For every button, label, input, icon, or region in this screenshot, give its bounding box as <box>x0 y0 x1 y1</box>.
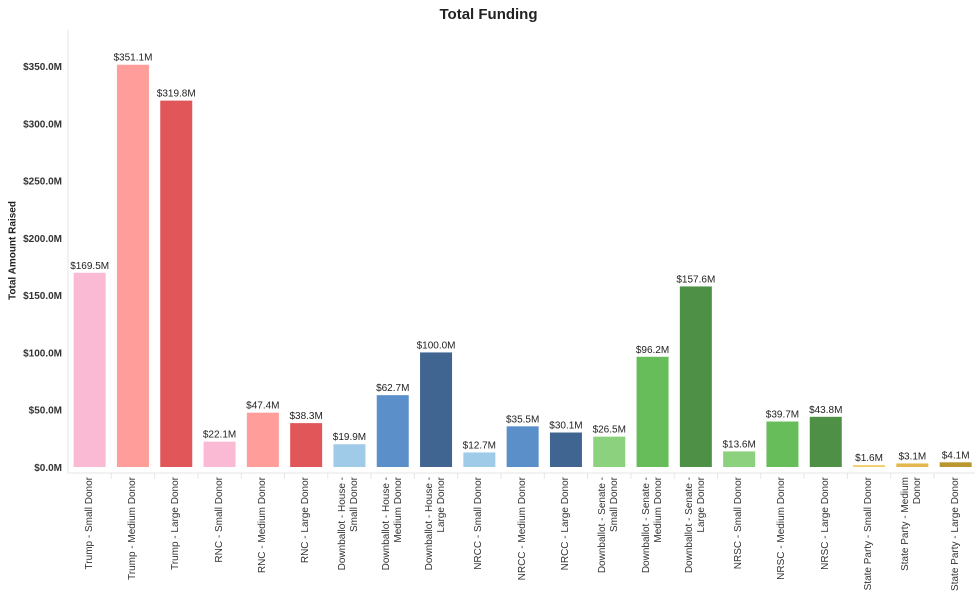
y-tick-label: $350.0M <box>23 62 62 73</box>
x-tick-label: Trump - Large Donor <box>170 477 182 570</box>
x-tick-label: RNC - Medium Donor <box>256 477 268 574</box>
data-label: $38.3M <box>289 411 322 422</box>
data-label: $12.7M <box>463 440 496 451</box>
bar <box>116 64 149 467</box>
x-tick-label: State Party - Large Donor <box>949 477 961 591</box>
x-tick-label: Downballot - Senate - Large Donor <box>683 477 707 574</box>
x-tick-label: Downballot - House - Medium Donor <box>380 477 404 571</box>
data-label: $96.2M <box>636 345 669 356</box>
bar <box>939 462 972 467</box>
x-tick-label: RNC - Small Donor <box>213 477 225 563</box>
bar <box>679 286 712 467</box>
chart-title: Total Funding <box>439 6 538 23</box>
x-tick-label: NRSC - Medium Donor <box>776 477 788 580</box>
x-tick-label: Trump - Small Donor <box>83 477 95 570</box>
data-label: $4.1M <box>942 450 970 461</box>
data-label: $319.8M <box>157 89 196 100</box>
x-tick-label: RNC - Large Donor <box>300 477 312 564</box>
bar <box>376 395 409 467</box>
data-label: $13.6M <box>722 439 755 450</box>
bar <box>896 463 929 467</box>
data-label: $26.5M <box>593 425 626 436</box>
x-tick-label: Downballot - House - Large Donor <box>424 477 448 571</box>
bar <box>290 423 323 467</box>
y-tick-label: $0.0M <box>34 463 62 474</box>
y-tick-label: $150.0M <box>23 291 62 302</box>
bar <box>723 451 756 467</box>
bar <box>593 436 626 467</box>
data-label: $43.8M <box>809 405 842 416</box>
data-label: $35.5M <box>506 414 539 425</box>
x-tick-label: Trump - Medium Donor <box>126 477 138 580</box>
data-label: $22.1M <box>203 430 236 441</box>
data-label: $30.1M <box>549 421 582 432</box>
y-tick-label: $200.0M <box>23 234 62 245</box>
bar <box>506 426 539 467</box>
bar <box>73 272 106 467</box>
y-tick-label: $100.0M <box>23 348 62 359</box>
x-tick-label: NRSC - Small Donor <box>733 477 745 570</box>
y-tick-label: $300.0M <box>23 119 62 130</box>
bar <box>766 421 799 467</box>
x-tick-label: Downballot - House - Small Donor <box>337 477 361 571</box>
bar <box>333 444 366 467</box>
data-label: $1.6M <box>855 453 883 464</box>
bar <box>463 452 496 467</box>
bar <box>203 441 236 467</box>
x-tick-label: Downballot - Senate - Small Donor <box>597 477 621 574</box>
data-label: $47.4M <box>246 401 279 412</box>
bar <box>636 356 669 467</box>
bar <box>420 352 453 467</box>
data-label: $100.0M <box>417 340 456 351</box>
x-tick-label: Downballot - Senate - Medium Donor <box>640 477 664 574</box>
data-label: $39.7M <box>766 410 799 421</box>
x-tick-label: NRCC - Large Donor <box>559 477 571 571</box>
data-label: $19.9M <box>333 432 366 443</box>
data-label: $157.6M <box>676 274 715 285</box>
bar <box>853 465 886 467</box>
bar <box>160 100 193 467</box>
bar <box>549 432 582 467</box>
x-tick-label: NRSC - Large Donor <box>819 477 831 570</box>
data-label: $3.1M <box>898 451 926 462</box>
x-tick-label: State Party - Medium Donor <box>900 477 924 571</box>
y-tick-label: $250.0M <box>23 177 62 188</box>
y-tick-label: $50.0M <box>29 406 62 417</box>
x-tick-label: NRCC - Medium Donor <box>516 477 528 581</box>
x-tick-label: State Party - Small Donor <box>863 477 875 591</box>
data-label: $351.1M <box>113 53 152 64</box>
data-label: $62.7M <box>376 383 409 394</box>
data-label: $169.5M <box>70 261 109 272</box>
x-tick-label: NRCC - Small Donor <box>473 477 485 570</box>
bar <box>246 412 279 467</box>
bar <box>809 416 842 467</box>
